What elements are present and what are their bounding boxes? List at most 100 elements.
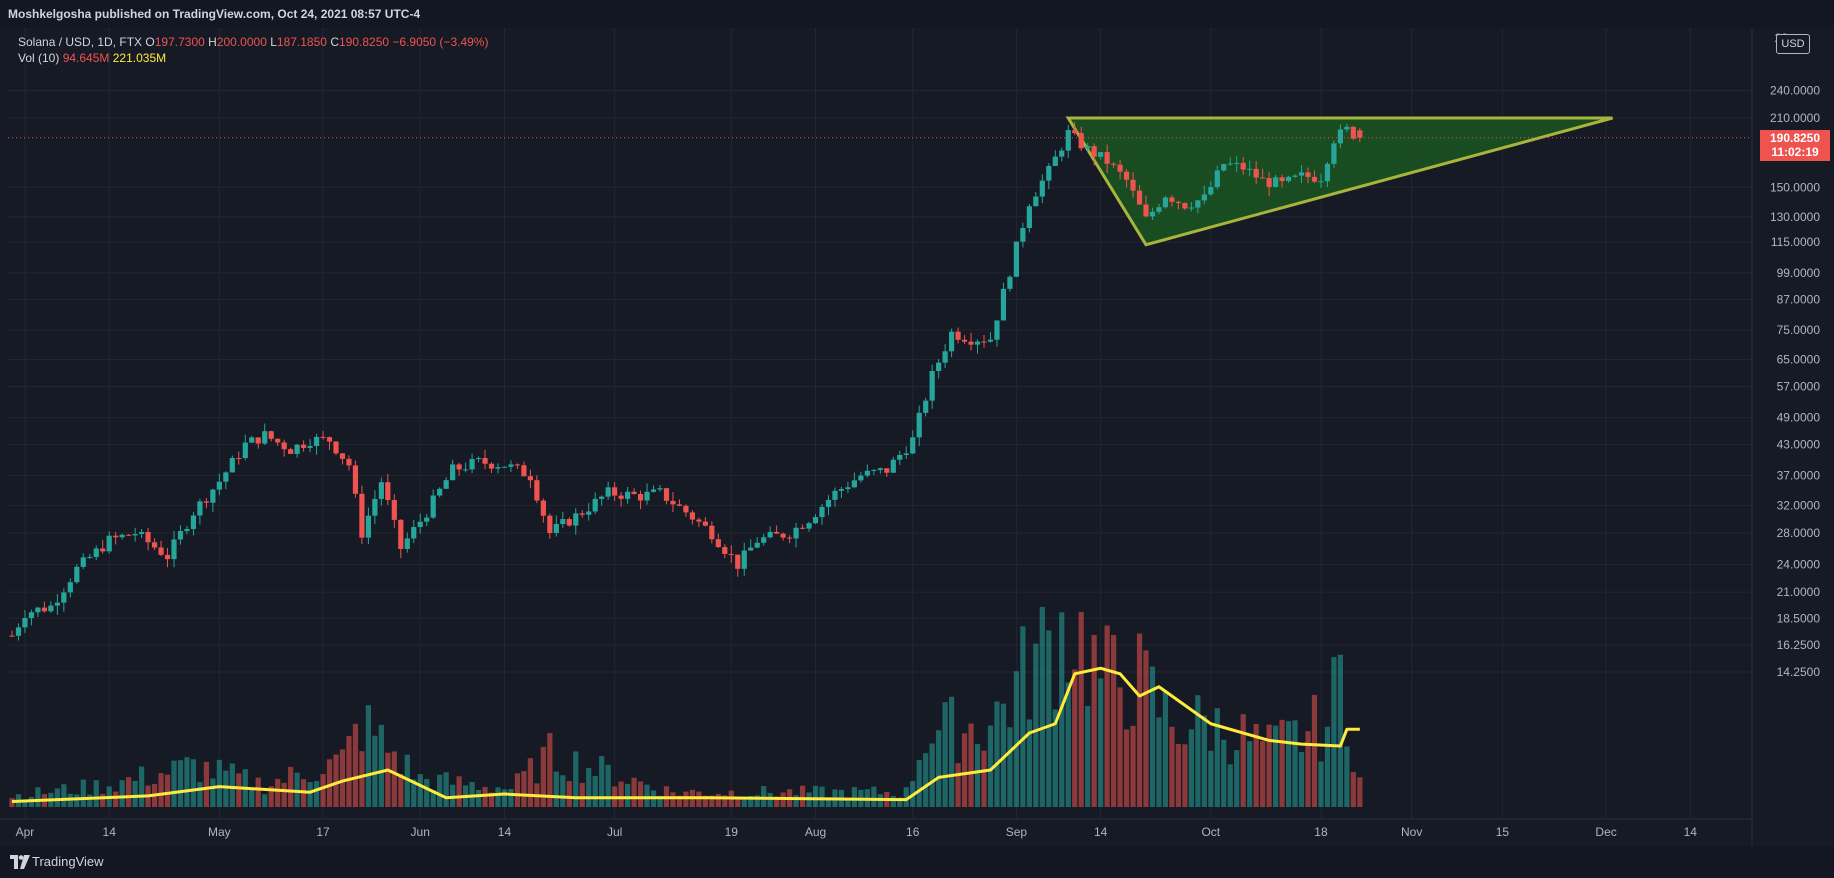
candle-2021-09-05[interactable]: [1039, 180, 1045, 197]
candle-2021-04-16[interactable]: [119, 534, 125, 538]
candle-2021-08-16[interactable]: [910, 437, 916, 454]
candle-2021-03-30[interactable]: [9, 635, 15, 637]
candle-2021-07-13[interactable]: [689, 512, 695, 520]
candle-2021-04-27[interactable]: [190, 515, 197, 529]
candle-2021-05-29[interactable]: [398, 519, 404, 549]
candle-2021-05-09[interactable]: [268, 431, 274, 439]
candle-2021-06-03[interactable]: [430, 495, 436, 518]
candle-2021-07-23[interactable]: [754, 542, 760, 548]
candle-2021-08-15[interactable]: [903, 453, 909, 455]
candle-2021-04-19[interactable]: [139, 532, 145, 534]
candle-2021-05-05[interactable]: [242, 442, 248, 459]
candle-2021-07-28[interactable]: [787, 537, 793, 539]
candle-2021-08-30[interactable]: [1000, 288, 1007, 321]
candle-2021-04-02[interactable]: [28, 612, 35, 619]
candle-2021-10-14[interactable]: [1292, 175, 1298, 177]
candle-2021-08-02[interactable]: [819, 506, 825, 518]
candle-2021-10-20[interactable]: [1331, 143, 1337, 164]
candle-2021-06-12[interactable]: [488, 463, 495, 469]
candle-2021-10-08[interactable]: [1253, 168, 1259, 178]
candle-2021-06-24[interactable]: [566, 519, 572, 526]
candle-2021-07-15[interactable]: [702, 521, 708, 526]
candle-2021-07-04[interactable]: [631, 491, 637, 495]
candle-2021-06-22[interactable]: [553, 523, 559, 534]
candle-2021-05-19[interactable]: [333, 441, 339, 454]
candle-2021-09-30[interactable]: [1201, 194, 1207, 201]
candle-2021-07-14[interactable]: [696, 519, 702, 522]
candle-2021-05-30[interactable]: [404, 538, 410, 549]
candle-2021-09-04[interactable]: [1033, 196, 1039, 207]
candle-2021-07-20[interactable]: [735, 554, 741, 569]
candle-2021-06-02[interactable]: [424, 517, 430, 522]
candle-2021-05-23[interactable]: [359, 493, 365, 538]
candle-2021-09-06[interactable]: [1046, 165, 1052, 181]
candle-2021-09-27[interactable]: [1182, 203, 1188, 209]
candle-2021-08-20[interactable]: [936, 362, 942, 372]
candle-2021-05-16[interactable]: [313, 436, 320, 447]
candle-2021-05-26[interactable]: [378, 482, 384, 499]
candle-2021-04-21[interactable]: [151, 542, 158, 548]
candle-2021-08-03[interactable]: [825, 499, 832, 507]
candle-2021-08-08[interactable]: [858, 475, 864, 481]
candle-2021-04-22[interactable]: [158, 547, 164, 555]
candle-2021-04-05[interactable]: [48, 605, 54, 612]
candle-2021-07-01[interactable]: [612, 487, 618, 496]
candle-2021-09-21[interactable]: [1143, 204, 1149, 217]
candle-2021-07-24[interactable]: [761, 537, 767, 543]
candle-2021-06-09[interactable]: [469, 459, 475, 470]
candle-2021-05-22[interactable]: [352, 465, 359, 494]
candle-2021-10-21[interactable]: [1337, 129, 1343, 144]
candle-2021-10-04[interactable]: [1227, 163, 1233, 165]
candle-2021-08-07[interactable]: [851, 480, 857, 488]
candle-2021-08-28[interactable]: [987, 339, 994, 342]
candle-2021-09-23[interactable]: [1156, 207, 1162, 212]
candle-2021-05-17[interactable]: [320, 436, 326, 438]
triangle-pattern[interactable]: [1065, 116, 1613, 247]
candle-2021-07-03[interactable]: [625, 491, 631, 499]
chart-area[interactable]: 240.0000 210.0000 150.0000 130.0000 115.0000…: [0, 28, 1834, 846]
candle-2021-06-04[interactable]: [437, 488, 443, 496]
candle-2021-09-09[interactable]: [1065, 130, 1071, 151]
candle-2021-09-12[interactable]: [1085, 146, 1091, 149]
candle-2021-04-17[interactable]: [126, 534, 132, 536]
candle-2021-06-07[interactable]: [456, 464, 462, 470]
candle-2021-08-06[interactable]: [845, 487, 851, 490]
price-chart[interactable]: 240.0000 210.0000 150.0000 130.0000 115.0000…: [0, 28, 1834, 846]
candle-2021-05-28[interactable]: [391, 499, 397, 520]
candle-2021-05-11[interactable]: [281, 442, 287, 450]
candle-2021-04-04[interactable]: [41, 607, 47, 612]
candle-2021-08-01[interactable]: [812, 517, 819, 524]
candle-2021-06-19[interactable]: [534, 480, 540, 501]
candle-2021-04-18[interactable]: [132, 533, 138, 536]
candle-2021-05-04[interactable]: [236, 458, 242, 460]
candle-2021-07-11[interactable]: [676, 504, 683, 506]
candle-2021-10-15[interactable]: [1298, 172, 1305, 176]
candle-2021-04-24[interactable]: [171, 539, 177, 560]
candle-2021-05-20[interactable]: [339, 453, 346, 459]
candle-2021-04-08[interactable]: [67, 582, 73, 593]
candle-2021-06-29[interactable]: [599, 496, 605, 499]
candle-2021-10-01[interactable]: [1208, 187, 1214, 195]
candle-2021-05-13[interactable]: [294, 444, 300, 454]
candle-2021-10-18[interactable]: [1318, 181, 1324, 183]
candle-2021-09-08[interactable]: [1059, 150, 1065, 157]
candle-2021-05-08[interactable]: [262, 431, 268, 444]
candle-2021-07-05[interactable]: [637, 494, 644, 501]
candle-2021-06-11[interactable]: [482, 458, 488, 464]
candle-2021-06-17[interactable]: [521, 465, 527, 477]
candle-2021-05-06[interactable]: [249, 437, 255, 443]
candle-2021-05-15[interactable]: [307, 446, 313, 448]
candle-2021-05-10[interactable]: [275, 438, 281, 443]
candle-2021-09-13[interactable]: [1091, 146, 1097, 157]
candle-2021-09-01[interactable]: [1013, 241, 1019, 277]
candle-2021-06-25[interactable]: [573, 513, 579, 526]
candle-2021-07-22[interactable]: [748, 547, 754, 551]
candle-2021-04-26[interactable]: [184, 528, 190, 532]
candle-2021-05-31[interactable]: [411, 526, 417, 539]
candle-2021-10-02[interactable]: [1214, 170, 1220, 188]
candle-2021-04-06[interactable]: [54, 602, 60, 606]
candle-2021-05-27[interactable]: [385, 482, 391, 500]
candle-2021-03-31[interactable]: [15, 627, 22, 636]
candle-2021-08-21[interactable]: [942, 351, 948, 363]
candle-2021-07-27[interactable]: [780, 533, 786, 538]
